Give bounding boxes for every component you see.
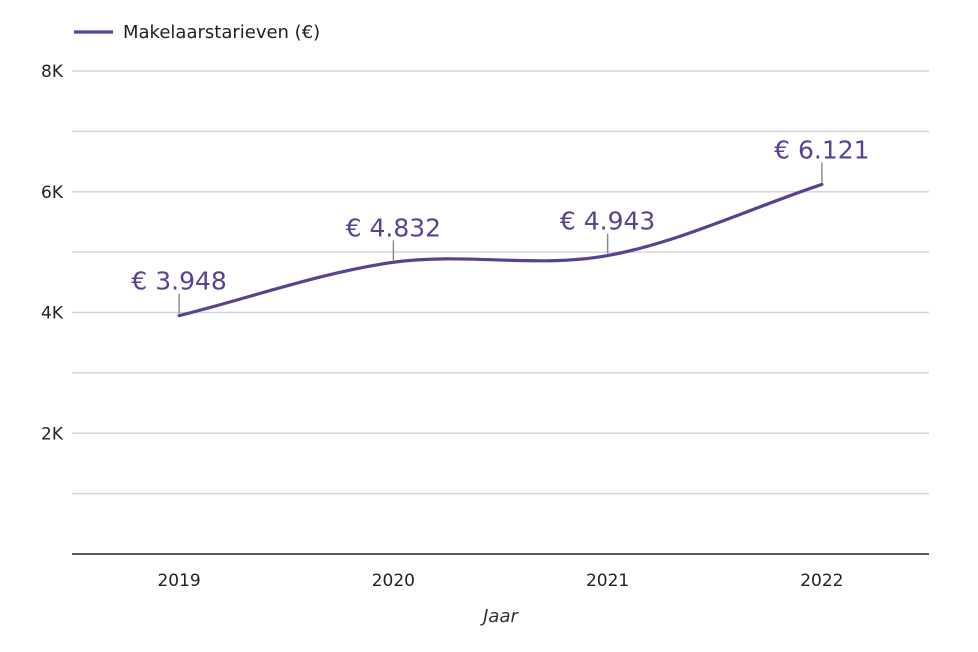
x-tick-label: 2019: [157, 571, 200, 591]
legend-label: Makelaarstarieven (€): [123, 22, 320, 43]
data-labels: € 3.948 € 4.832 € 4.943 € 6.121: [131, 135, 870, 314]
data-label: € 3.948: [131, 267, 226, 296]
y-tick-label: 6K: [41, 183, 64, 203]
y-tick-label: 8K: [41, 62, 64, 82]
x-tick-label: 2020: [372, 571, 415, 591]
grid-lines: [72, 70, 929, 495]
y-tick-label: 2K: [41, 424, 64, 444]
data-label: € 4.832: [346, 213, 441, 242]
x-axis-ticks: 2019 2020 2021 2022: [157, 571, 843, 591]
data-label: € 6.121: [774, 135, 869, 164]
x-tick-label: 2021: [586, 571, 629, 591]
x-tick-label: 2022: [800, 571, 843, 591]
y-tick-label: 4K: [41, 304, 64, 324]
x-axis-title: Jaar: [480, 606, 519, 627]
series-line: [177, 182, 824, 318]
legend: Makelaarstarieven (€): [74, 22, 320, 43]
data-label: € 4.943: [560, 207, 655, 236]
y-axis-ticks: 2K 4K 6K 8K: [41, 62, 64, 444]
